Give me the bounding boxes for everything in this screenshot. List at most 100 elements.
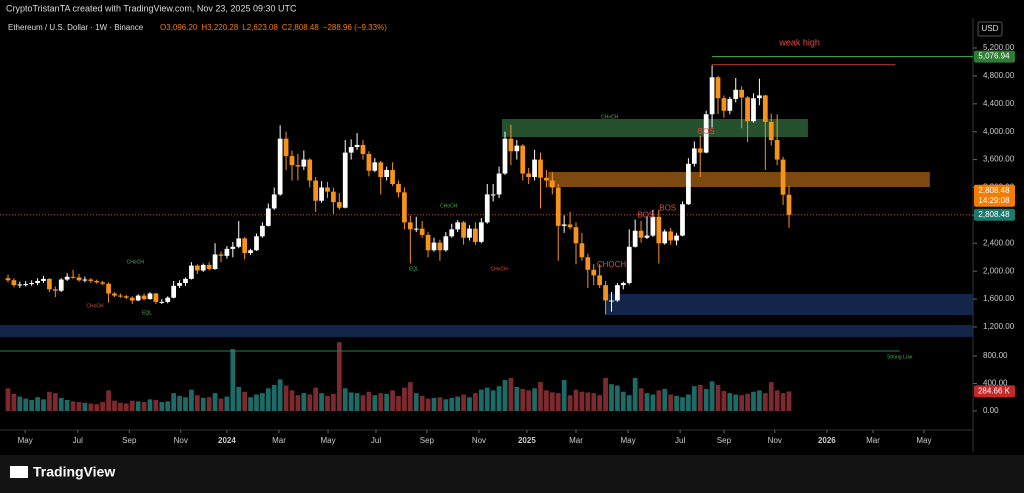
volume-bar xyxy=(165,401,171,412)
logo-icon xyxy=(10,466,28,478)
volume-bar xyxy=(739,395,745,412)
candle-body xyxy=(419,228,425,235)
candle-body xyxy=(76,277,82,281)
volume-bar xyxy=(378,393,384,412)
candle-body xyxy=(94,280,100,283)
candle-body xyxy=(526,173,532,178)
zone xyxy=(0,324,973,337)
x-tick-label: Mar xyxy=(866,436,880,445)
candle-body xyxy=(733,89,739,99)
volume-bar xyxy=(774,390,780,412)
candle-body xyxy=(129,297,135,301)
candle-body xyxy=(47,278,52,290)
volume-bar xyxy=(762,393,768,412)
candle-body xyxy=(70,276,76,278)
x-tick-label: Mar xyxy=(272,436,286,445)
volume-bar xyxy=(703,388,709,412)
volume-bar xyxy=(603,377,608,412)
volume-bar xyxy=(123,403,129,412)
x-tick-label: Nov xyxy=(472,436,486,445)
candle-body xyxy=(638,230,644,238)
volume-bar xyxy=(697,384,703,412)
candle-body xyxy=(123,296,129,298)
volume-bar xyxy=(532,388,537,412)
candle-body xyxy=(23,284,29,286)
volume-bar xyxy=(11,393,17,412)
candle-body xyxy=(183,278,188,284)
volume-bar xyxy=(41,399,46,412)
candle-body xyxy=(342,152,348,208)
volume-bar xyxy=(721,391,727,412)
volume-bar xyxy=(709,381,715,412)
volume-bar xyxy=(331,393,336,412)
volume-bar xyxy=(218,398,224,412)
candle-body xyxy=(135,295,141,301)
candle-body xyxy=(248,250,253,254)
volume-bar xyxy=(561,380,567,412)
candle-body xyxy=(461,222,466,238)
volume-bar xyxy=(265,388,271,412)
volume-bar xyxy=(632,377,638,412)
x-tick-label: May xyxy=(916,436,931,445)
logo: TradingView xyxy=(33,464,115,480)
annotation: CHoCH xyxy=(601,114,619,120)
candle-body xyxy=(254,236,259,251)
volume-bar xyxy=(58,397,64,412)
volume-bar xyxy=(183,397,188,412)
volume-bar xyxy=(283,385,289,412)
volume-bar xyxy=(727,393,733,412)
candle-body xyxy=(656,216,662,244)
volume-bar xyxy=(289,390,295,412)
volume-bar xyxy=(620,391,626,412)
volume-bar xyxy=(147,399,153,412)
candle-body xyxy=(674,235,679,241)
volume-bar xyxy=(47,391,52,412)
volume-bar xyxy=(413,393,419,412)
candle-body xyxy=(615,285,620,301)
candle-body xyxy=(745,97,750,122)
volume-bar xyxy=(626,395,632,412)
volume-bar xyxy=(686,394,691,412)
candle-body xyxy=(508,138,514,152)
zone xyxy=(502,118,808,137)
price-label-box xyxy=(974,50,1015,63)
candle-body xyxy=(762,95,768,122)
candle-body xyxy=(396,183,401,193)
last-label-box xyxy=(974,184,1015,207)
candle-body xyxy=(153,293,159,302)
candle-body xyxy=(159,301,165,303)
candle-body xyxy=(64,276,70,280)
candle-body xyxy=(549,180,555,188)
candle-body xyxy=(585,257,591,270)
candle-body xyxy=(680,204,685,236)
candle-body xyxy=(331,191,336,203)
y-tick-label: 5,200.00 xyxy=(983,43,1015,52)
candle-body xyxy=(325,187,330,192)
volume-bar xyxy=(402,387,407,412)
volume-bar xyxy=(248,397,253,412)
candle-body xyxy=(727,98,733,111)
volume-bar xyxy=(609,384,614,412)
x-tick-label: Sep xyxy=(420,436,435,445)
volume-bar xyxy=(307,394,313,412)
volume-bar xyxy=(461,394,466,412)
x-tick-label: Sep xyxy=(717,436,732,445)
price-label: 2,808.48 xyxy=(978,210,1010,219)
x-tick-label: Sep xyxy=(122,436,137,445)
y-tick-label: 4,400.00 xyxy=(983,99,1015,108)
volume-bar xyxy=(662,388,668,412)
candle-body xyxy=(668,231,674,241)
volume-bar xyxy=(715,384,721,412)
x-tick-label: Jul xyxy=(371,436,381,445)
volume-bar xyxy=(88,403,94,412)
volume-bar xyxy=(242,391,248,412)
x-tick-label: 2025 xyxy=(518,436,536,445)
volume-bar xyxy=(674,395,679,412)
candle-body xyxy=(561,224,567,226)
candle-body xyxy=(473,228,478,242)
candle-body xyxy=(626,246,632,284)
candle-body xyxy=(52,289,58,291)
volume-bar xyxy=(508,377,514,412)
plot: weak high CHoCH CHoCH EQL CHoCH EQL CHoCH CHoCH… xyxy=(0,37,973,412)
